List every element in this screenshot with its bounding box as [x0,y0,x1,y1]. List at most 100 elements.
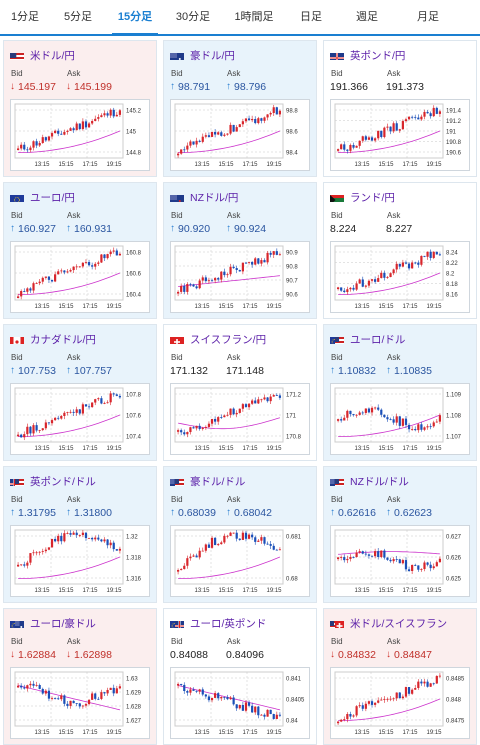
chart-box[interactable]: 0.8485 0.848 0.8475 13:15 15:15 17:15 19:15 [330,667,470,739]
pair-title[interactable]: 英ポンド/ドル [10,474,96,488]
tab-8[interactable]: 月足 [417,11,439,23]
candle [32,423,35,437]
currency-card[interactable]: 豪ドル/ドル Bid Ask ↑ 0.68039 ↑ 0.68042 0.681… [163,466,317,603]
tab-6[interactable]: 日足 [300,11,322,23]
pair-name[interactable]: NZドル/ドル [350,475,409,488]
x-tick-label: 15:15 [58,588,74,594]
pair-title[interactable]: NZドル/円 [170,190,238,204]
currency-card[interactable]: 豪ドル/円 Bid Ask ↑ 98.791 ↑ 98.796 98.8 98.6… [163,40,317,177]
currency-card[interactable]: 米ドル/円 Bid Ask ↓ 145.197 ↓ 145.199 145.2 1… [3,40,157,177]
chart-box[interactable]: 0.681 0.68 13:15 15:15 17:15 19:15 [170,525,310,597]
candle [81,261,84,269]
candle [210,131,214,138]
pair-title[interactable]: ユーロ/豪ドル [10,616,96,630]
pair-name[interactable]: スイスフラン/円 [190,333,267,346]
currency-card[interactable]: NZドル/円 Bid Ask ↑ 90.920 ↑ 90.924 90.9 90.… [163,182,317,319]
candle [263,536,266,546]
chart-box[interactable]: 0.841 0.8405 0.84 13:15 15:15 17:15 19:15 [170,667,310,739]
candle [336,721,340,725]
candle [47,547,51,551]
moving-average-line [178,685,280,711]
chart-box[interactable]: 191.4 191.2 191 190.8 190.6 13:15 15:15 17:15 19… [330,99,470,171]
x-tick-label: 17:15 [242,162,258,168]
pair-title[interactable]: 米ドル/スイスフラン [330,616,447,630]
pair-name[interactable]: ユーロ/ドル [350,333,406,346]
pair-title[interactable]: カナダドル/円 [10,332,96,346]
chart-box[interactable]: 8.24 8.22 8.2 8.18 8.16 13:15 15:15 17:15 19:15 [330,241,470,313]
tab-4[interactable]: 30分足 [175,11,211,23]
currency-card[interactable]: 英ポンド/ドル Bid Ask ↑ 1.31795 ↑ 1.31800 1.32… [3,466,157,603]
candle [100,253,103,264]
candle [35,681,38,687]
pair-name[interactable]: ユーロ/豪ドル [30,617,96,630]
currency-card[interactable]: ユーロ/ドル Bid Ask ↑ 1.10832 ↑ 1.10835 1.109… [323,324,477,461]
chart-box[interactable]: 145.2 145 144.8 13:15 15:15 17:15 19:15 [10,99,150,171]
chart-box[interactable]: 160.8 160.6 160.4 13:15 15:15 17:15 19:15 [10,241,150,313]
pair-name[interactable]: 英ポンド/ドル [30,475,96,488]
chart-box[interactable]: 98.8 98.6 98.4 13:15 15:15 17:15 19:15 [170,99,310,171]
pair-title[interactable]: 豪ドル/円 [170,48,235,62]
currency-card[interactable]: 米ドル/スイスフラン Bid Ask ↓ 0.84832 ↓ 0.84847 0… [323,608,477,745]
pair-name[interactable]: 米ドル/スイスフラン [350,617,448,630]
candle [57,696,60,700]
bid-label: Bid [171,495,183,504]
tab-1[interactable]: 1分足 [10,11,40,23]
chart-box[interactable]: 107.8 107.6 107.4 13:15 15:15 17:15 19:15 [10,383,150,455]
nz-flag-icon [170,192,184,202]
currency-card[interactable]: カナダドル/円 Bid Ask ↑ 107.753 ↑ 107.757 107.… [3,324,157,461]
bid-value: 98.791 [178,81,211,93]
pair-name[interactable]: 米ドル/円 [30,49,75,62]
pair-title[interactable]: NZドル/ドル [330,474,409,488]
chart-box[interactable]: 1.109 1.108 1.107 13:15 15:15 17:15 19:15 [330,383,470,455]
pair-title[interactable]: ユーロ/ドル [330,332,405,346]
bid-label: Bid [11,69,23,78]
tab-5[interactable]: 1時間足 [234,11,274,23]
x-tick-label: 15:15 [218,162,234,168]
currency-card[interactable]: 英ポンド/円 Bid Ask 191.366 191.373 191.4 191.… [323,40,477,177]
pair-name[interactable]: 豪ドル/円 [190,49,235,62]
pair-name[interactable]: ユーロ/英ポンド [190,617,267,630]
candle [38,140,41,148]
currency-card[interactable]: ユーロ/円 Bid Ask ↑ 160.927 ↑ 160.931 160.8 1… [3,182,157,319]
pair-name[interactable]: ユーロ/円 [30,191,75,204]
candle [263,258,266,263]
pair-title[interactable]: 米ドル/円 [10,48,75,62]
chart-box[interactable]: 0.627 0.626 0.625 13:15 15:15 17:15 19:15 [330,525,470,597]
candle [106,111,109,118]
pair-name[interactable]: ランド/円 [350,191,395,204]
pair-title[interactable]: 英ポンド/円 [330,48,405,62]
tab-3[interactable]: 15分足 [106,0,164,36]
candle [241,530,244,540]
chart-box[interactable]: 171.2 171 170.8 13:15 15:15 17:15 19:15 [170,383,310,455]
pair-title[interactable]: 豪ドル/ドル [170,474,245,488]
tab-7[interactable]: 週足 [356,11,378,23]
pair-title[interactable]: スイスフラン/円 [170,332,266,346]
candle [20,433,23,438]
candle [235,704,238,711]
chart-box[interactable]: 1.32 1.318 1.316 13:15 15:15 17:15 19:15 [10,525,150,597]
pair-name[interactable]: 英ポンド/円 [350,49,406,62]
chart-box[interactable]: 1.63 1.629 1.628 1.627 13:15 15:15 17:15 19:15 [10,667,150,739]
pair-name[interactable]: 豪ドル/ドル [190,475,246,488]
tab-2[interactable]: 5分足 [63,11,93,23]
candle [109,391,112,406]
pair-title[interactable]: ランド/円 [330,190,395,204]
candle [411,426,414,431]
currency-card[interactable]: NZドル/ドル Bid Ask ↑ 0.62616 ↑ 0.62623 0.62… [323,466,477,603]
y-tick-label: 8.2 [446,272,455,278]
currency-card[interactable]: スイスフラン/円 Bid Ask 171.132 171.148 171.2 17… [163,324,317,461]
currency-card[interactable]: ランド/円 Bid Ask 8.224 8.227 8.24 8.22 8.2 8.1… [323,182,477,319]
y-tick-label: 8.18 [446,282,458,288]
pair-name[interactable]: カナダドル/円 [30,333,96,346]
ask-label: Ask [227,495,241,504]
currency-card[interactable]: ユーロ/英ポンド Bid Ask 0.84088 0.84096 0.841 0.… [163,608,317,745]
candle [100,538,103,543]
pair-name[interactable]: NZドル/円 [190,191,239,204]
chart-box[interactable]: 90.9 90.8 90.7 90.6 13:15 15:15 17:15 19:15 [170,241,310,313]
pair-title[interactable]: ユーロ/英ポンド [170,616,266,630]
pair-title[interactable]: ユーロ/円 [10,190,75,204]
x-tick-label: 19:15 [106,446,122,452]
ask-label: Ask [387,637,401,646]
candle [54,536,57,543]
currency-card[interactable]: ユーロ/豪ドル Bid Ask ↓ 1.62884 ↓ 1.62898 1.63… [3,608,157,745]
